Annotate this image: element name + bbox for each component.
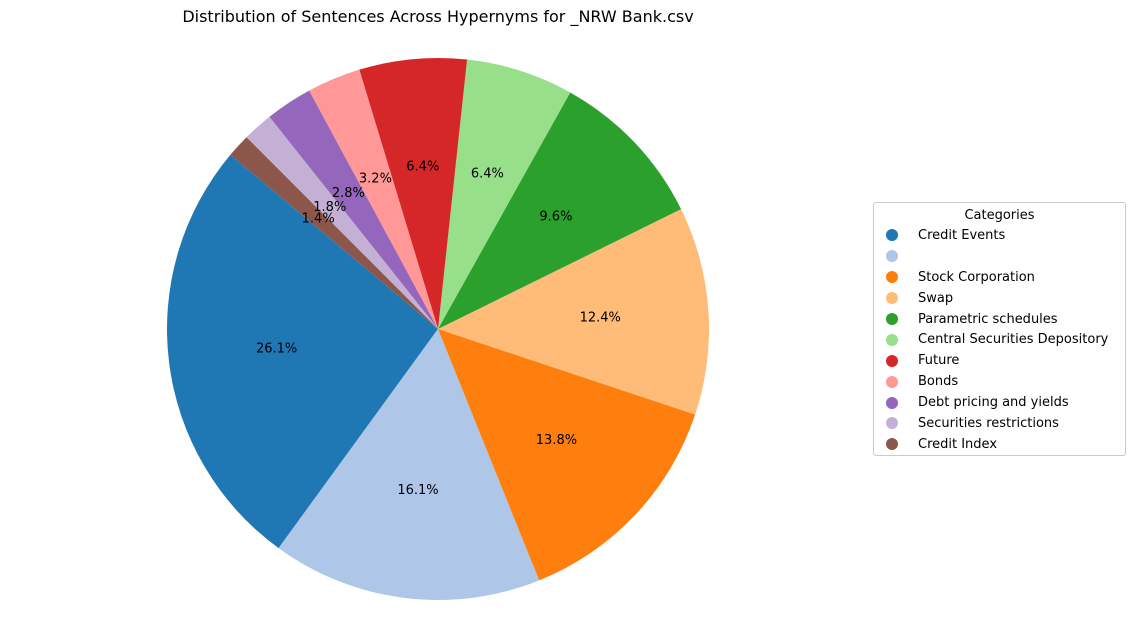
legend-label: Swap [918, 290, 954, 306]
pie-slice-stock-corporation [438, 329, 696, 581]
legend-label: Bonds [918, 374, 959, 390]
legend-label: Securities restrictions [918, 415, 1059, 431]
slice-percent-label: 3.2% [359, 171, 392, 186]
legend-marker-icon [886, 313, 898, 325]
legend-label: Parametric schedules [918, 311, 1058, 327]
legend-item: Securities restrictions [886, 413, 1125, 434]
legend-marker-icon [886, 438, 898, 451]
legend-label: Stock Corporation [918, 269, 1035, 285]
legend-list: Credit Events Stock Corporation Swap Parame… [874, 225, 1125, 455]
legend-label: Debt pricing and yields [918, 395, 1069, 411]
pie-slice-securities-restrictions [246, 116, 438, 329]
legend-marker-icon [886, 375, 898, 388]
legend-item [886, 246, 1125, 267]
legend-item: Parametric schedules [886, 309, 1125, 330]
legend-label: Credit Events [918, 227, 1006, 243]
legend-item: Credit Index [886, 434, 1125, 455]
chart-title: Distribution of Sentences Across Hyperny… [182, 7, 694, 26]
pie-slice-swap [438, 209, 710, 415]
legend-marker-icon [886, 333, 898, 346]
pie-slice-parametric-schedules [438, 92, 682, 329]
legend-item: Bonds [886, 371, 1125, 392]
legend-label: Future [918, 353, 960, 369]
legend: Categories Credit Events Stock Corporatio… [873, 202, 1126, 456]
slice-percent-label: 13.8% [536, 433, 577, 448]
slice-percent-label: 6.4% [471, 167, 504, 182]
slice-percent-label: 16.1% [397, 483, 438, 498]
pie-slice-central-securities-depository [438, 59, 571, 330]
legend-label: Credit Index [918, 436, 998, 452]
legend-marker-icon [886, 396, 898, 409]
legend-item: Debt pricing and yields [886, 392, 1125, 413]
pie-slice-credit-events [166, 154, 439, 549]
legend-item: Central Securities Depository [886, 329, 1125, 350]
pie-slice-credit-index [230, 137, 438, 329]
slice-percent-label: 9.6% [539, 210, 572, 225]
slice-percent-label: 2.8% [332, 186, 365, 201]
legend-item: Credit Events [886, 225, 1125, 246]
legend-title: Categories [964, 208, 1035, 223]
legend-label: Central Securities Depository [918, 332, 1109, 348]
legend-item: Swap [886, 288, 1125, 309]
legend-marker-icon [886, 250, 898, 263]
legend-marker-icon [886, 354, 898, 367]
pie-chart: 26.1% 16.1% 13.8% 12.4% 9.6% 6.4% 6.4% 3.2%2.8%… [166, 57, 710, 601]
pie-slice-debt-pricing-and-yields [269, 90, 438, 330]
legend-marker-icon [886, 292, 898, 305]
pie-slice-future [359, 57, 468, 329]
slice-percent-label: 26.1% [256, 341, 297, 356]
legend-marker-icon [886, 229, 898, 242]
slice-percent-label: 1.8% [313, 200, 346, 215]
legend-marker-icon [886, 271, 898, 284]
pie-slice-unlabeled [278, 329, 540, 601]
slice-percent-label: 1.4% [302, 212, 335, 227]
legend-marker-icon [886, 417, 898, 430]
legend-item: Future [886, 350, 1125, 371]
pie-slice-bonds [309, 69, 438, 330]
legend-item: Stock Corporation [886, 267, 1125, 288]
slice-percent-label: 6.4% [406, 160, 439, 175]
slice-percent-label: 12.4% [580, 310, 621, 325]
